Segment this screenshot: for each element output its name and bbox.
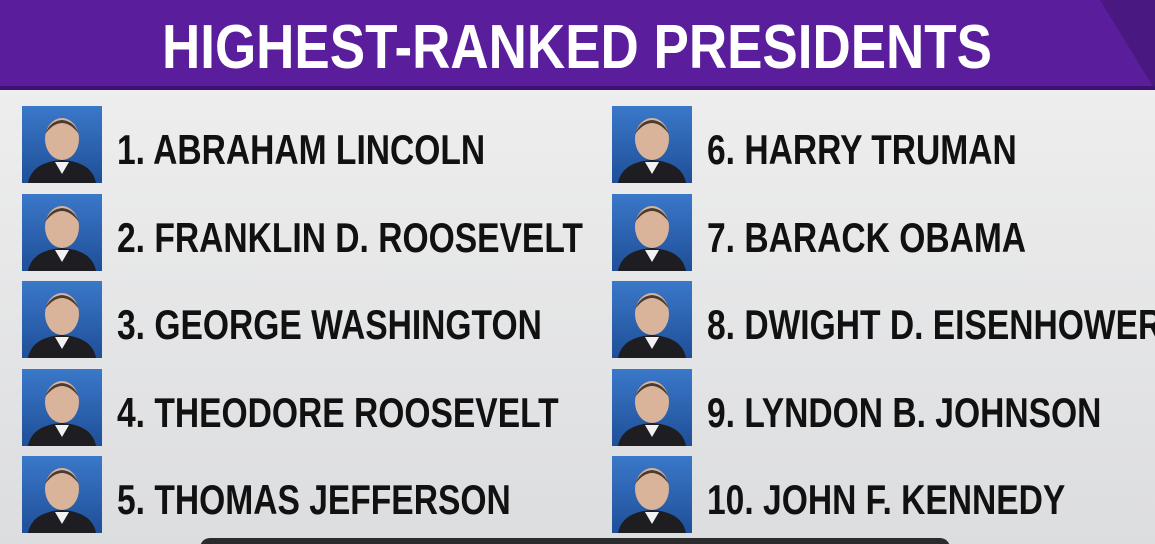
portrait [22, 194, 102, 271]
portrait [612, 106, 692, 183]
list-item: 3. GEORGE WASHINGTON [22, 281, 542, 358]
portrait [22, 369, 102, 446]
list-item: 8. DWIGHT D. EISENHOWER [612, 281, 1155, 358]
portrait-head [635, 293, 669, 335]
header-accent [1100, 0, 1155, 90]
item-label: 2. FRANKLIN D. ROOSEVELT [117, 216, 583, 262]
portrait-head [635, 468, 669, 510]
portrait-collar [55, 512, 69, 524]
portrait-collar [55, 337, 69, 349]
list-item: 4. THEODORE ROOSEVELT [22, 369, 559, 446]
title: HIGHEST-RANKED PRESIDENTS [162, 13, 992, 82]
item-label-group: 5. THOMAS JEFFERSON [117, 478, 511, 524]
portrait-collar [55, 425, 69, 437]
item-label-group: 7. BARACK OBAMA [707, 216, 1026, 262]
bottom-bar [200, 538, 950, 544]
item-label: 4. THEODORE ROOSEVELT [117, 391, 559, 437]
portrait [612, 194, 692, 271]
portrait-hair [45, 383, 79, 397]
item-label-group: 4. THEODORE ROOSEVELT [117, 391, 559, 437]
item-label-group: 8. DWIGHT D. EISENHOWER [707, 303, 1155, 349]
item-label-group: 6. HARRY TRUMAN [707, 128, 1017, 174]
portrait-head [45, 468, 79, 510]
portrait [22, 106, 102, 183]
list-item: 10. JOHN F. KENNEDY [612, 456, 1065, 533]
item-label: 10. JOHN F. KENNEDY [707, 478, 1065, 524]
item-label: 9. LYNDON B. JOHNSON [707, 391, 1101, 437]
list-item: 2. FRANKLIN D. ROOSEVELT [22, 194, 583, 271]
list-item: 5. THOMAS JEFFERSON [22, 456, 511, 533]
item-label: 5. THOMAS JEFFERSON [117, 478, 511, 524]
portrait-head [45, 293, 79, 335]
portrait [612, 456, 692, 533]
item-label: 7. BARACK OBAMA [707, 216, 1026, 262]
item-label: 8. DWIGHT D. EISENHOWER [707, 303, 1155, 349]
item-label-group: 9. LYNDON B. JOHNSON [707, 391, 1101, 437]
portrait-head [45, 206, 79, 248]
header-rule [0, 86, 1155, 90]
portrait-head [635, 118, 669, 160]
portrait [612, 281, 692, 358]
item-label-group: 3. GEORGE WASHINGTON [117, 303, 542, 349]
item-label-group: 10. JOHN F. KENNEDY [707, 478, 1065, 524]
item-label-group: 1. ABRAHAM LINCOLN [117, 128, 485, 174]
portrait-hair [45, 208, 79, 222]
portrait-head [45, 381, 79, 423]
list-item: 9. LYNDON B. JOHNSON [612, 369, 1101, 446]
item-label-group: 2. FRANKLIN D. ROOSEVELT [117, 216, 583, 262]
portrait [612, 369, 692, 446]
list-item: 1. ABRAHAM LINCOLN [22, 106, 485, 183]
portrait-collar [645, 162, 659, 174]
portrait-hair [45, 120, 79, 134]
portrait-collar [55, 162, 69, 174]
ranking-list: 1. ABRAHAM LINCOLN 2. FRANKLIN D. ROOSEVE… [22, 106, 1155, 533]
list-item: 6. HARRY TRUMAN [612, 106, 1017, 183]
portrait-hair [635, 120, 669, 134]
portrait-hair [45, 470, 79, 484]
portrait-hair [635, 295, 669, 309]
portrait-head [635, 381, 669, 423]
portrait-head [635, 206, 669, 248]
portrait-collar [645, 337, 659, 349]
portrait-collar [55, 250, 69, 262]
item-label: 1. ABRAHAM LINCOLN [117, 128, 485, 174]
portrait-hair [635, 208, 669, 222]
portrait-collar [645, 512, 659, 524]
portrait-collar [645, 425, 659, 437]
portrait [22, 456, 102, 533]
item-label: 3. GEORGE WASHINGTON [117, 303, 542, 349]
portrait-hair [45, 295, 79, 309]
portrait-hair [635, 470, 669, 484]
header-band [0, 0, 1155, 90]
portrait-hair [635, 383, 669, 397]
portrait-collar [645, 250, 659, 262]
item-label: 6. HARRY TRUMAN [707, 128, 1017, 174]
portrait [22, 281, 102, 358]
portrait-head [45, 118, 79, 160]
list-item: 7. BARACK OBAMA [612, 194, 1026, 271]
